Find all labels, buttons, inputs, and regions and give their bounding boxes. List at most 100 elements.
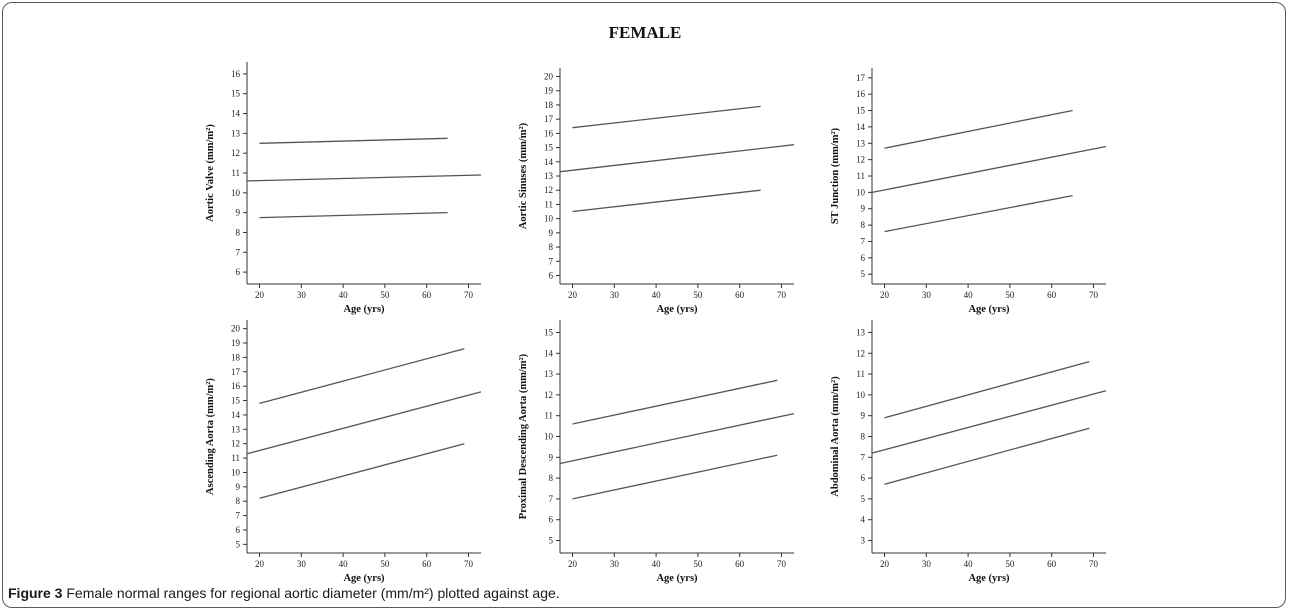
y-tick-label: 13: [856, 138, 866, 148]
y-tick-label: 14: [231, 410, 241, 420]
y-tick-label: 8: [549, 242, 554, 252]
series-line-1: [884, 109, 1073, 149]
series-line-2: [871, 390, 1107, 454]
charts-layer: 6 7 8 9 10 11 12 13 14 15 16 20 30 40 50 60 70 Age (yrs) A…: [205, 62, 1107, 584]
x-tick-label: 30: [922, 290, 932, 300]
y-tick-label: 10: [231, 467, 241, 477]
y-tick-label: 16: [856, 89, 866, 99]
y-tick-label: 17: [856, 73, 866, 83]
y-tick-label: 8: [861, 432, 866, 442]
x-tick-label: 50: [1005, 290, 1015, 300]
y-tick-label: 5: [861, 494, 866, 504]
x-axis-label: Age (yrs): [656, 573, 698, 584]
y-tick-label: 3: [861, 536, 866, 546]
y-tick-label: 9: [861, 411, 866, 421]
y-tick-label: 7: [861, 452, 866, 462]
y-tick-label: 14: [856, 122, 866, 132]
series-line-3: [572, 454, 778, 500]
y-tick-label: 7: [549, 256, 554, 266]
y-axis-label: Ascending Aorta (mm/m²): [205, 378, 216, 495]
x-tick-label: 30: [297, 559, 307, 569]
series-line-3: [884, 427, 1090, 485]
x-tick-label: 20: [880, 290, 890, 300]
y-tick-label: 4: [861, 515, 866, 525]
y-tick-label: 6: [861, 253, 866, 263]
y-tick-label: 8: [236, 227, 241, 237]
y-tick-label: 10: [544, 432, 554, 442]
series-line-1: [884, 360, 1090, 419]
y-tick-label: 15: [231, 89, 241, 99]
x-tick-label: 70: [1089, 559, 1099, 569]
x-axis-label: Age (yrs): [656, 304, 698, 315]
y-tick-label: 14: [544, 157, 554, 167]
y-axis-label: Aortic Sinuses (mm/m²): [518, 122, 529, 229]
x-tick-label: 30: [297, 290, 307, 300]
series-line-3: [884, 194, 1073, 233]
x-axis-label: Age (yrs): [968, 304, 1010, 315]
y-tick-label: 13: [231, 424, 241, 434]
y-axis-label: ST Junction (mm/m²): [830, 127, 841, 224]
y-tick-label: 8: [236, 496, 241, 506]
y-tick-label: 15: [231, 396, 241, 406]
y-tick-label: 13: [856, 327, 866, 337]
series-line-2: [559, 412, 795, 465]
y-tick-label: 6: [549, 515, 554, 525]
y-tick-label: 11: [544, 199, 553, 209]
y-tick-label: 20: [544, 72, 554, 82]
y-tick-label: 7: [236, 247, 241, 257]
chart-panel-3: 5 6 7 8 9 10 11 12 13 14 15 16 17 20 30 40 50 60 70 Age (yr…: [830, 68, 1107, 315]
y-tick-label: 16: [544, 128, 554, 138]
y-tick-label: 17: [231, 367, 241, 377]
y-tick-label: 10: [856, 390, 866, 400]
y-tick-label: 8: [861, 220, 866, 230]
x-tick-label: 40: [339, 559, 349, 569]
x-tick-label: 20: [255, 559, 265, 569]
y-axis-label: Proximal Descending Aorta (mm/m²): [518, 353, 529, 519]
y-tick-label: 11: [231, 168, 240, 178]
series-line-3: [259, 211, 448, 219]
y-tick-label: 11: [231, 453, 240, 463]
y-tick-label: 11: [856, 369, 865, 379]
y-tick-label: 13: [544, 171, 554, 181]
x-tick-label: 30: [610, 559, 620, 569]
chart-panel-6: 3 4 5 6 7 8 9 10 11 12 13 20 30 40 50 60 70 Age (yrs) Abdo…: [830, 320, 1107, 584]
x-tick-label: 40: [964, 290, 974, 300]
series-line-1: [572, 105, 761, 129]
y-tick-label: 10: [544, 214, 554, 224]
y-tick-label: 6: [236, 525, 241, 535]
x-tick-label: 60: [1047, 559, 1057, 569]
y-tick-label: 12: [544, 185, 553, 195]
series-line-2: [246, 391, 482, 455]
y-tick-label: 17: [544, 114, 554, 124]
y-axis-label: Abdominal Aorta (mm/m²): [830, 376, 841, 497]
y-tick-label: 9: [236, 208, 241, 218]
chart-panel-5: 5 6 7 8 9 10 11 12 13 14 15 20 30 40 50 60 70 Age (yrs) Pr…: [518, 320, 795, 584]
x-tick-label: 60: [422, 290, 432, 300]
series-line-3: [572, 189, 761, 213]
y-tick-label: 15: [544, 327, 554, 337]
x-axis-label: Age (yrs): [968, 573, 1010, 584]
y-tick-label: 15: [856, 106, 866, 116]
figure-title: FEMALE: [609, 23, 682, 42]
y-axis-label: Aortic Valve (mm/m²): [205, 124, 216, 222]
x-tick-label: 70: [1089, 290, 1099, 300]
y-tick-label: 16: [231, 381, 241, 391]
x-tick-label: 70: [464, 290, 474, 300]
series-line-2: [871, 145, 1107, 194]
y-tick-label: 18: [231, 352, 241, 362]
x-tick-label: 20: [568, 559, 578, 569]
y-tick-label: 12: [231, 439, 240, 449]
y-tick-label: 19: [231, 338, 241, 348]
y-tick-label: 5: [549, 536, 554, 546]
x-tick-label: 50: [693, 559, 703, 569]
y-tick-label: 18: [544, 100, 554, 110]
y-tick-label: 14: [544, 348, 554, 358]
y-tick-label: 7: [549, 494, 554, 504]
y-tick-label: 6: [236, 267, 241, 277]
y-tick-label: 7: [236, 511, 241, 521]
chart-panel-4: 5 6 7 8 9 10 11 12 13 14 15 16 17 18 19 20 20 30 40 50 60 70 A…: [205, 320, 482, 584]
x-axis-label: Age (yrs): [343, 573, 385, 584]
x-tick-label: 70: [777, 290, 787, 300]
caption-text: Female normal ranges for regional aortic…: [66, 585, 560, 601]
x-tick-label: 70: [464, 559, 474, 569]
